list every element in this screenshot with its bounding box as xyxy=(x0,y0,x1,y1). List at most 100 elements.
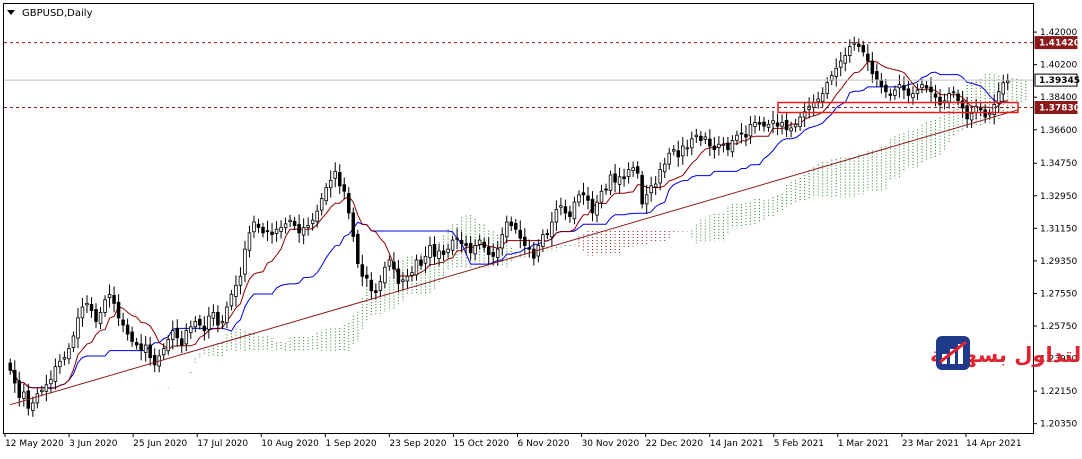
price-tick-label: 1.20350 xyxy=(1040,420,1077,430)
candle xyxy=(838,51,843,77)
candle xyxy=(225,301,229,328)
candle-body xyxy=(834,67,838,77)
price-label-text: 1.41420 xyxy=(1039,39,1080,49)
candle-body xyxy=(459,240,464,245)
candle xyxy=(590,191,595,222)
candle xyxy=(509,216,514,232)
candle xyxy=(297,214,301,243)
candle-body xyxy=(396,268,401,284)
candle xyxy=(951,86,956,98)
candle-body xyxy=(572,201,577,220)
price-tick-label: 1.29350 xyxy=(1040,257,1077,267)
candle xyxy=(726,136,730,156)
candle xyxy=(978,102,983,117)
price-label-resistance: 1.41420 xyxy=(1034,36,1080,50)
candle-body xyxy=(337,172,342,187)
candle xyxy=(44,374,49,402)
candle xyxy=(888,88,893,101)
candle-body xyxy=(356,233,360,265)
candle-body xyxy=(717,143,721,148)
candle xyxy=(703,132,708,145)
candle xyxy=(207,307,211,339)
candle xyxy=(80,297,85,327)
candle xyxy=(608,170,613,196)
candle-body xyxy=(464,243,468,246)
date-tick-label: 30 Nov 2020 xyxy=(582,439,640,449)
candle-body xyxy=(802,111,807,118)
candle xyxy=(491,243,495,266)
price-label-text: 1.39345 xyxy=(1039,76,1080,86)
candle xyxy=(671,145,676,156)
candle-body xyxy=(852,42,857,45)
candle xyxy=(459,231,464,253)
candle-body xyxy=(929,86,933,93)
candle-body xyxy=(473,245,477,255)
candle xyxy=(514,218,518,234)
candle-body xyxy=(175,327,180,339)
candle-body xyxy=(170,330,175,340)
candle-body xyxy=(229,293,234,307)
candle-body xyxy=(374,290,378,293)
candle xyxy=(310,212,315,231)
candle-body xyxy=(152,355,157,366)
candle xyxy=(152,348,157,373)
candle xyxy=(789,121,793,138)
candle xyxy=(482,237,486,252)
candle xyxy=(315,204,319,228)
candle xyxy=(906,80,911,104)
candle-body xyxy=(211,312,216,319)
candle xyxy=(202,316,207,341)
candle-body xyxy=(541,234,545,247)
candlesticks xyxy=(8,36,1010,417)
candle-body xyxy=(22,391,26,399)
candle-body xyxy=(748,123,753,137)
candle-body xyxy=(143,344,148,353)
candle xyxy=(848,39,852,63)
candle-body xyxy=(798,116,802,127)
candle-body xyxy=(879,79,884,87)
candle xyxy=(337,164,342,194)
ichimoku-cloud xyxy=(167,74,1027,389)
candle xyxy=(780,114,784,135)
candle xyxy=(441,244,446,261)
candle xyxy=(53,358,58,390)
candle-body xyxy=(780,122,784,127)
candle xyxy=(67,343,71,365)
candle xyxy=(283,217,288,234)
candle xyxy=(89,297,94,318)
candle-body xyxy=(383,266,387,284)
candle xyxy=(676,140,681,167)
candle-body xyxy=(884,84,888,93)
candle xyxy=(130,326,134,347)
collapse-triangle-icon[interactable] xyxy=(7,10,15,15)
candle-body xyxy=(333,170,337,179)
candle-body xyxy=(757,122,762,125)
candle-body xyxy=(265,230,270,233)
candle-body xyxy=(523,236,527,246)
candle-body xyxy=(441,250,446,255)
candle xyxy=(486,237,491,265)
candle xyxy=(238,267,243,295)
candle-body xyxy=(992,104,996,115)
candle xyxy=(829,70,834,86)
candle xyxy=(396,259,401,293)
candle-body xyxy=(568,211,572,217)
candle xyxy=(211,304,216,327)
candle-body xyxy=(653,183,658,188)
candle-body xyxy=(581,192,586,196)
candle-body xyxy=(8,362,13,371)
candle-body xyxy=(726,142,730,151)
candle xyxy=(378,275,383,297)
candle xyxy=(604,183,608,195)
candle xyxy=(256,218,261,233)
candle xyxy=(748,116,753,145)
date-tick-label: 5 Feb 2021 xyxy=(774,439,824,449)
candle-body xyxy=(875,71,879,80)
price-label-support: 1.37830 xyxy=(1034,101,1080,115)
candle-body xyxy=(468,242,473,254)
candle-body xyxy=(617,176,622,185)
candle-body xyxy=(112,295,116,304)
candle xyxy=(667,147,671,170)
candle-body xyxy=(662,163,667,173)
